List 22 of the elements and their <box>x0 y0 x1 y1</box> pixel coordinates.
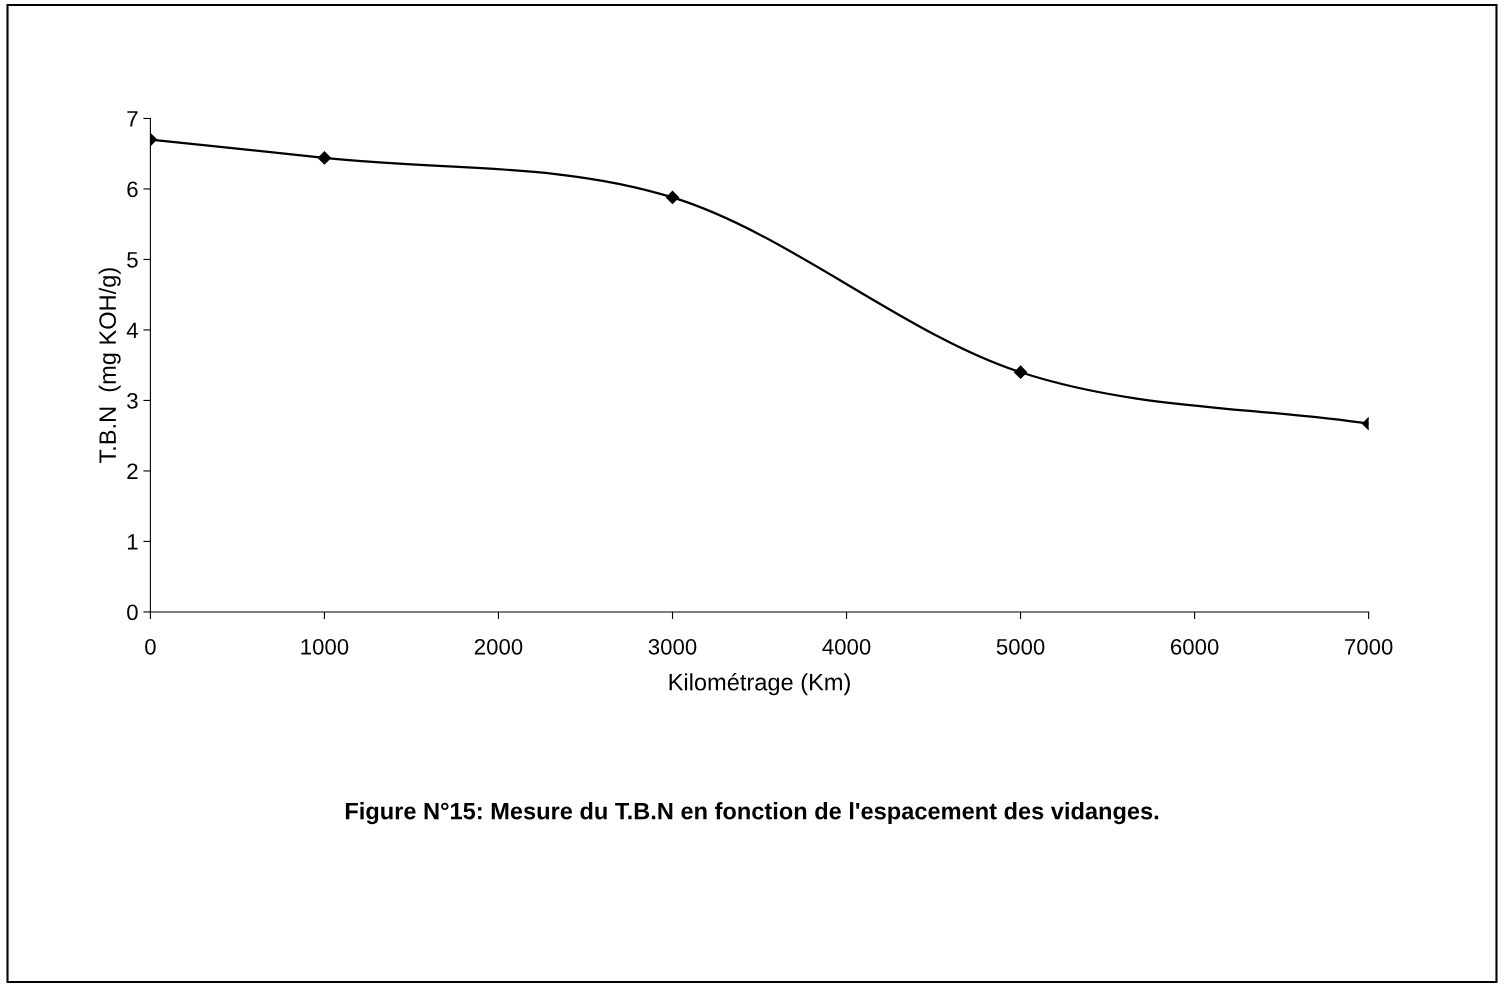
y-tick-label: 6 <box>127 181 138 198</box>
y-tick-label: 5 <box>127 252 138 268</box>
y-tick-label: 2 <box>127 463 138 479</box>
x-tick-label: 3000 <box>648 638 697 655</box>
y-axis-title: T.B.N (mg KOH/g) <box>98 268 121 464</box>
y-tick-label: 0 <box>127 604 138 621</box>
y-tick-label: 7 <box>127 111 138 127</box>
y-tick-label: 3 <box>127 392 138 409</box>
x-tick-label: 4000 <box>822 638 871 655</box>
x-tick-label: 7000 <box>1345 638 1393 655</box>
x-tick-label: 2000 <box>474 638 523 655</box>
x-tick-label: 5000 <box>996 638 1045 655</box>
point <box>317 151 332 165</box>
text: Figure N°15: Mesure du T.B.N en fonction de l'espacement des vidanges. <box>345 802 1159 825</box>
point <box>665 190 680 204</box>
x-axis-title: Kilométrage (Km) <box>669 672 850 696</box>
y-tick-label: 1 <box>127 534 138 550</box>
y-tick-label: 4 <box>126 322 138 338</box>
point <box>1013 365 1028 379</box>
x-tick-label: 6000 <box>1171 638 1219 655</box>
x-tick-label: 1000 <box>301 638 349 655</box>
x-tick-label: 0 <box>145 638 156 655</box>
